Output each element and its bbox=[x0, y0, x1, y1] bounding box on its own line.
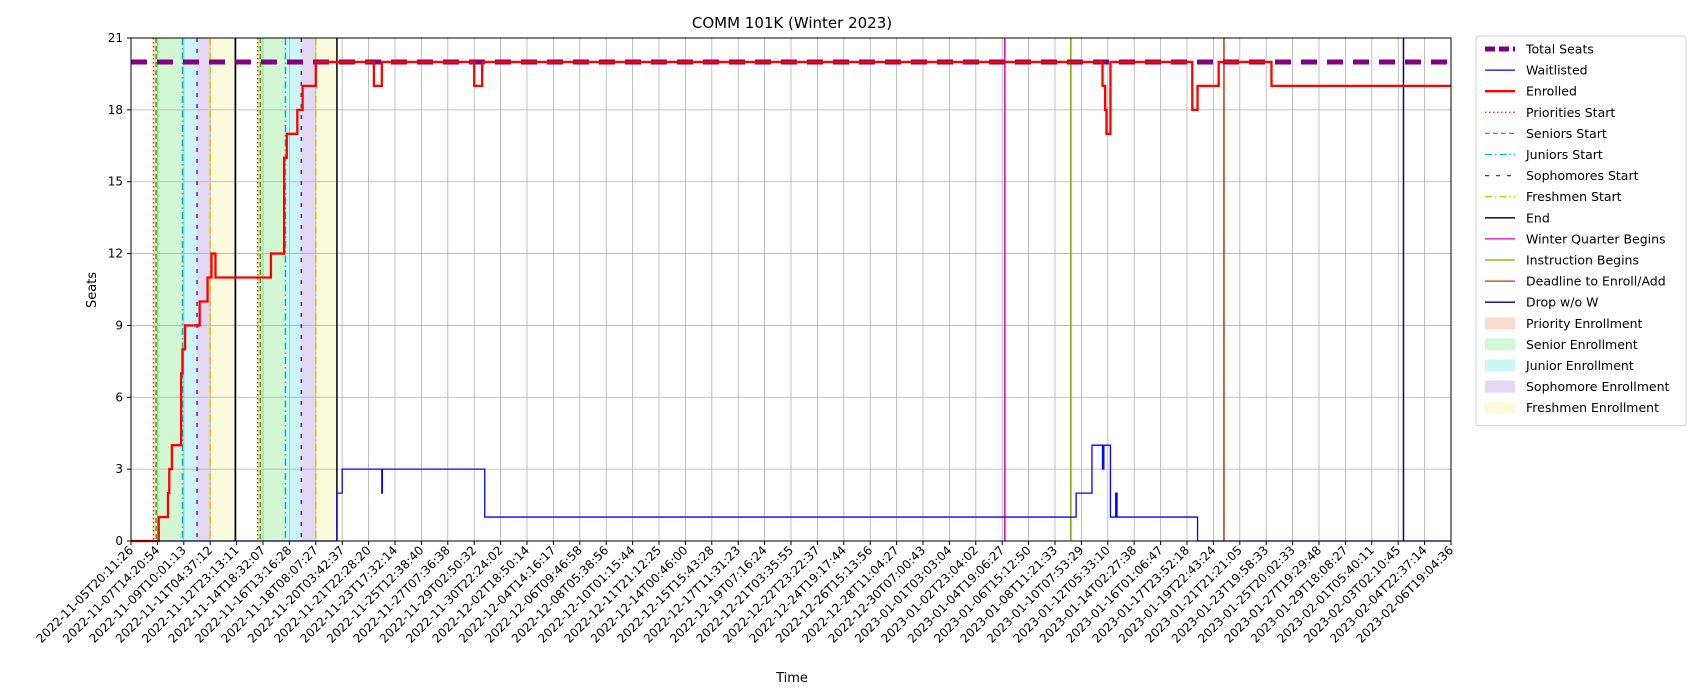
phase-band-1-0 bbox=[156, 38, 183, 541]
legend-label-13: Priority Enrollment bbox=[1526, 316, 1643, 331]
phase-band-3-1 bbox=[301, 38, 316, 541]
y-tick-label-7: 21 bbox=[108, 31, 123, 45]
series-line-1 bbox=[131, 444, 1451, 542]
phase-band-4-0 bbox=[210, 38, 236, 541]
x-axis-label: Time bbox=[775, 671, 808, 686]
legend: Total Seats Waitlisted Enrolled Priorities … bbox=[1475, 35, 1687, 427]
y-axis-label: Seats bbox=[85, 272, 100, 308]
y-tick-label-5: 15 bbox=[108, 175, 123, 189]
legend-label-12: Drop w/o W bbox=[1526, 295, 1598, 310]
phase-band-4-1 bbox=[315, 38, 337, 541]
legend-label-9: Winter Quarter Begins bbox=[1526, 231, 1666, 246]
legend-frame bbox=[1475, 35, 1687, 427]
y-tick-label-2: 6 bbox=[115, 390, 123, 404]
legend-swatch-14 bbox=[1485, 338, 1515, 351]
y-tick-label-4: 12 bbox=[108, 247, 123, 261]
phase-band-1-1 bbox=[260, 38, 286, 541]
phase-band-0-0 bbox=[153, 38, 157, 541]
y-tick-label-1: 3 bbox=[115, 462, 123, 476]
chart-title: COMM 101K (Winter 2023) bbox=[692, 14, 892, 32]
phase-band-3-0 bbox=[197, 38, 211, 541]
legend-label-7: Freshmen Start bbox=[1526, 189, 1622, 204]
legend-label-4: Seniors Start bbox=[1526, 126, 1607, 141]
legend-label-0: Total Seats bbox=[1525, 42, 1594, 57]
legend-swatch-15 bbox=[1485, 359, 1515, 372]
legend-label-6: Sophomores Start bbox=[1526, 168, 1639, 183]
legend-label-14: Senior Enrollment bbox=[1526, 337, 1638, 352]
legend-label-10: Instruction Begins bbox=[1526, 253, 1639, 268]
phase-band-2-1 bbox=[285, 38, 302, 541]
legend-swatch-13 bbox=[1485, 317, 1515, 330]
plot-area: 0369121518212022-11-05T20:11:262022-11-0… bbox=[34, 31, 1457, 646]
legend-label-15: Junior Enrollment bbox=[1525, 358, 1634, 373]
legend-label-11: Deadline to Enroll/Add bbox=[1526, 274, 1666, 289]
legend-label-2: Enrolled bbox=[1526, 84, 1577, 99]
legend-label-8: End bbox=[1526, 210, 1550, 225]
legend-label-3: Priorities Start bbox=[1526, 105, 1615, 120]
phase-band-2-0 bbox=[182, 38, 197, 541]
y-tick-label-6: 18 bbox=[108, 103, 123, 117]
y-tick-label-0: 0 bbox=[115, 534, 123, 548]
legend-label-17: Freshmen Enrollment bbox=[1526, 400, 1659, 415]
legend-label-1: Waitlisted bbox=[1526, 63, 1588, 78]
series-line-2 bbox=[131, 60, 1451, 543]
legend-label-5: Juniors Start bbox=[1525, 147, 1603, 162]
y-tick-label-3: 9 bbox=[115, 318, 123, 332]
legend-label-16: Sophomore Enrollment bbox=[1526, 379, 1670, 394]
phase-band-0-1 bbox=[257, 38, 261, 541]
legend-swatch-17 bbox=[1485, 401, 1515, 414]
legend-swatch-16 bbox=[1485, 380, 1515, 393]
